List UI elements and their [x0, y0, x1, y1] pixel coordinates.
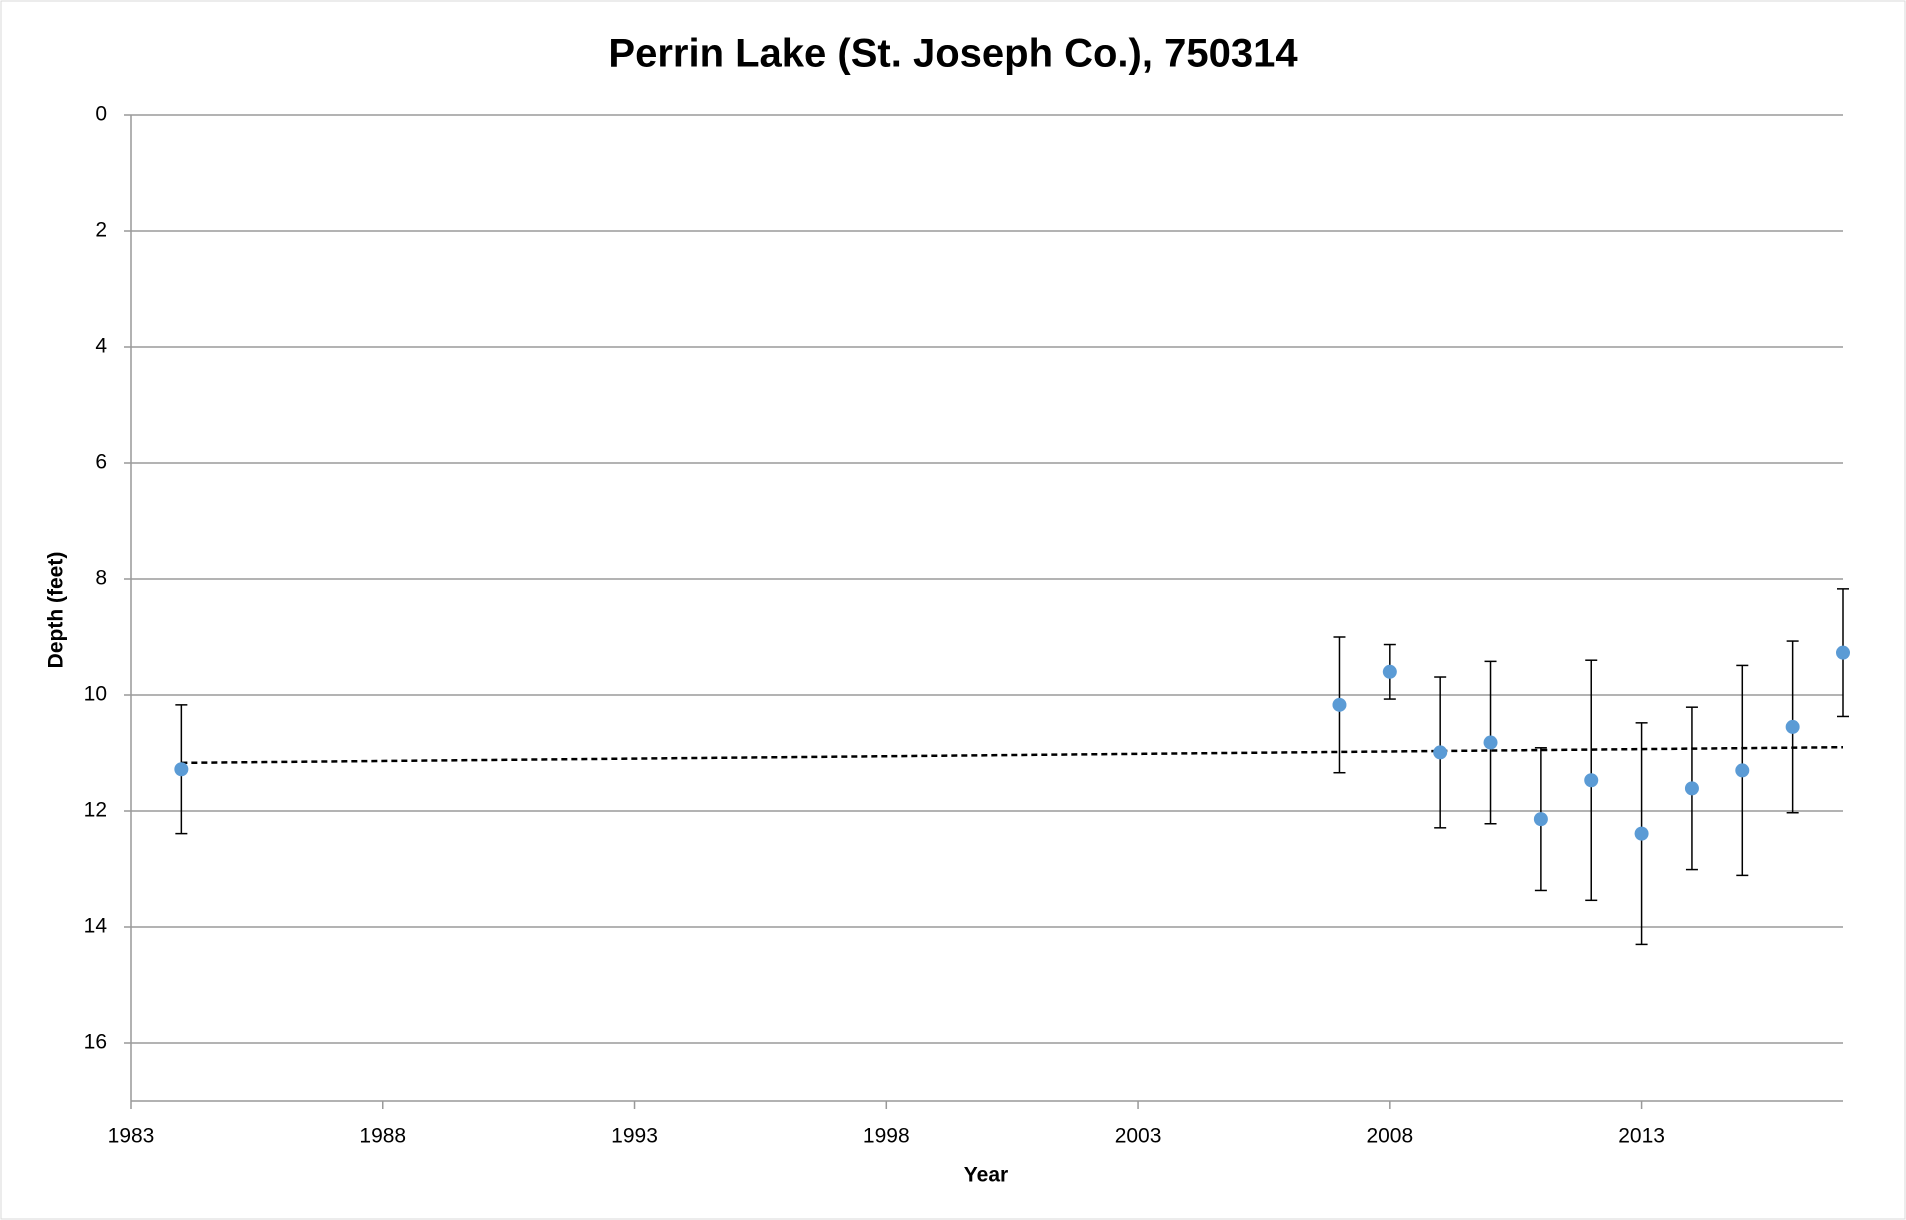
y-tick-label: 12: [84, 799, 107, 822]
trendline: [181, 745, 1844, 765]
point: [1483, 735, 1498, 750]
x-tick-label: 1993: [611, 1125, 658, 1148]
y-tick-label: 4: [95, 335, 107, 358]
x-tick-label: 1998: [863, 1125, 910, 1148]
point: [1785, 719, 1800, 734]
y-axis-label: Depth (feet): [45, 552, 68, 669]
y-tick-label: 2: [95, 219, 107, 242]
x-tick-label: 2003: [1115, 1125, 1162, 1148]
point: [1634, 826, 1649, 841]
point: [1382, 664, 1397, 679]
point: [1735, 763, 1750, 778]
point: [1684, 781, 1699, 796]
x-axis-label: Year: [964, 1164, 1008, 1187]
point: [174, 762, 189, 777]
point: [1332, 697, 1347, 712]
y-tick-label: 0: [95, 103, 107, 126]
point: [1433, 745, 1448, 760]
point: [1584, 773, 1599, 788]
y-tick-label: 10: [84, 683, 107, 706]
point: [1533, 812, 1548, 827]
x-tick-label: 2008: [1366, 1125, 1413, 1148]
x-tick-label: 1983: [108, 1125, 155, 1148]
point: [1836, 645, 1850, 660]
x-tick-label: 2013: [1618, 1125, 1665, 1148]
y-tick-label: 16: [84, 1031, 107, 1054]
y-tick-label: 8: [95, 567, 107, 590]
x-tick-label: 1988: [359, 1125, 406, 1148]
chart-title: Perrin Lake (St. Joseph Co.), 750314: [608, 32, 1298, 76]
y-tick-label: 6: [95, 451, 107, 474]
y-tick-label: 14: [84, 915, 108, 938]
